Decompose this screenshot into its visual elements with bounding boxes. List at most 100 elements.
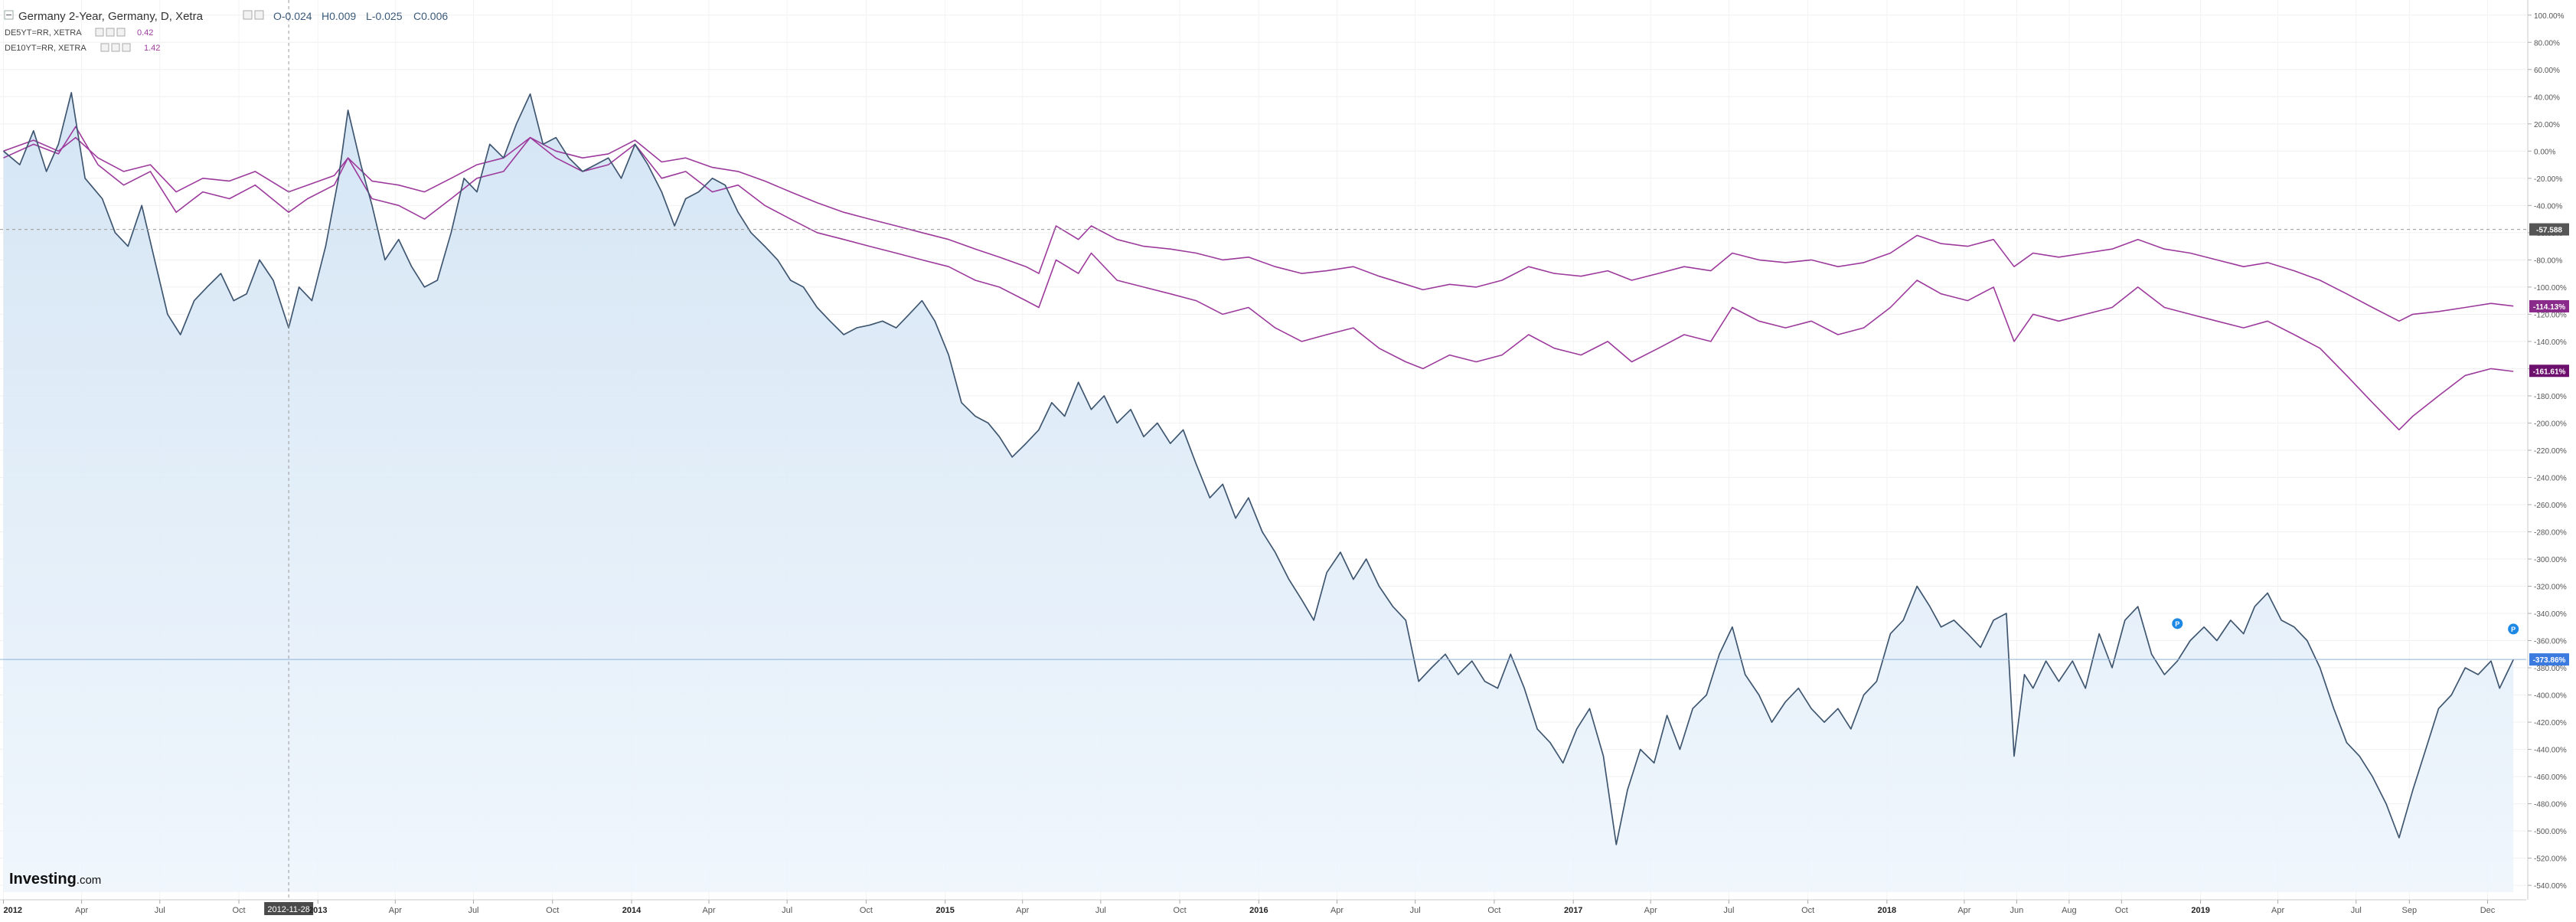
price-tick-label: -520.00% [2534,855,2567,864]
time-tick-label: Oct [1487,906,1500,915]
time-tick-label: Jul [1723,906,1734,915]
crosshair-price-label-text: -57.588 [2536,227,2562,235]
event-marker[interactable] [2508,623,2519,635]
time-tick-label: Oct [1801,906,1814,915]
germany-2y-area-fill [3,93,2514,892]
event-marker-glyph: P [2175,620,2179,628]
logo-wordmark: Investing [9,871,77,888]
time-axis[interactable]: 2012 Apr Jul Oct 2013 Apr Jul Oct 2014 Apr Jul Oct 2… [0,899,2526,915]
series-area: PP [2,92,2519,892]
price-tick-label: -300.00% [2534,556,2567,564]
chart-title: Germany 2-Year, Germany, D, Xetra [18,10,204,23]
ohlc-open: O-0.024 [273,10,312,22]
time-tick-label: Jul [782,906,792,915]
overlay-10y-remove-icon[interactable] [122,43,131,52]
time-tick-label: 2014 [622,906,642,915]
time-tick-label: Apr [702,906,715,915]
price-tick-label: -400.00% [2534,692,2567,701]
de10y-series-line [3,136,2514,322]
time-tick-label: Oct [860,906,873,915]
crosshair-date-label: 2012-11-28 [267,905,309,914]
price-tick-label: -340.00% [2534,610,2567,619]
price-tick-label: 100.00% [2534,12,2565,21]
time-tick-label: 2015 [935,906,954,915]
series-10y-price-label-box [2529,365,2569,378]
time-tick-label: 2019 [2191,906,2209,915]
price-tick-label: -420.00% [2534,719,2567,727]
price-tick-label: -240.00% [2534,474,2567,482]
price-tick-label: 20.00% [2534,121,2560,129]
time-tick-label: Apr [75,906,88,915]
price-tick-label: 80.00% [2534,39,2560,47]
ohlc-low: L-0.025 [366,10,403,22]
time-tick-label: Apr [2271,906,2284,915]
overlay-10y-value: 1.42 [144,44,160,53]
time-tick-label: Apr [1644,906,1657,915]
price-tick-label: -100.00% [2534,284,2567,293]
overlay-10y-settings-icon[interactable] [100,43,109,52]
event-marker[interactable] [2172,618,2183,629]
price-tick-label: -20.00% [2534,175,2562,184]
time-tick-label: Jul [2351,906,2362,915]
price-tick-label: -320.00% [2534,583,2567,591]
time-tick-label: 2017 [1564,906,1582,915]
germany-2y-series-line [2,92,2514,845]
time-tick-label: Jul [155,906,165,915]
time-tick-label: Oct [546,906,559,915]
ohlc-high: H0.009 [322,10,356,22]
price-tick-label: -180.00% [2534,393,2567,401]
event-marker-glyph: P [2511,626,2516,633]
time-tick-label: Aug [2062,906,2077,915]
price-tick-label: -140.00% [2534,338,2567,347]
price-tick-label: -80.00% [2534,257,2562,265]
price-tick-label: -480.00% [2534,801,2567,809]
time-tick-label: Apr [1957,906,1970,915]
overlay-5y-remove-icon[interactable] [116,28,126,37]
price-tick-label: -540.00% [2534,882,2567,891]
overlay-5y-value: 0.42 [137,28,153,38]
time-tick-label: Dec [2480,906,2496,915]
price-tick-label: -40.00% [2534,202,2562,211]
settings-icon[interactable] [243,10,253,20]
visibility-icon[interactable] [254,10,264,20]
price-tick-label: -360.00% [2534,638,2567,646]
main-price-label-box [2529,653,2569,666]
crosshair-date-box [264,902,314,915]
time-tick-label: Apr [389,906,402,915]
time-tick-label: 2016 [1249,906,1268,915]
series-5y-price-label-box [2529,299,2569,312]
logo-suffix: .com [77,874,102,887]
time-tick-label: Jul [1095,906,1106,915]
time-tick-label: 2013 [309,906,327,915]
overlay-10y-name: DE10YT=RR, XETRA [5,44,87,53]
overlay-5y-visibility-icon[interactable] [106,28,115,37]
crosshair-price-label-box [2529,223,2569,236]
price-tick-label: 40.00% [2534,93,2560,102]
price-tick-label: -440.00% [2534,747,2567,755]
ohlc-close: C0.006 [413,10,448,22]
crosshair: 2012-11-28 [0,0,2526,915]
de5y-series-line [3,126,2514,431]
overlay-10y-visibility-icon[interactable] [111,43,120,52]
time-tick-label: Oct [232,906,245,915]
price-labels: -57.588 -114.13% -161.61% -373.86% [0,223,2569,666]
time-tick-label: Jun [2010,906,2024,915]
price-tick-label: -120.00% [2534,311,2567,319]
logo-text: Investing.com [9,871,101,888]
time-tick-label: Oct [2115,906,2128,915]
time-tick-label: 2018 [1878,906,1896,915]
time-tick-label: Jul [468,906,478,915]
time-tick-label: Oct [1174,906,1187,915]
price-tick-label: 0.00% [2534,148,2555,156]
time-tick-label: Jul [1410,906,1421,915]
time-tick-label: Sep [2402,906,2418,915]
overlay-5y-settings-icon[interactable] [95,28,104,37]
price-tick-label: -220.00% [2534,447,2567,456]
title-settings-icons [243,10,264,20]
time-tick-label: 2012 [3,906,21,915]
price-tick-label: -380.00% [2534,665,2567,673]
price-tick-label: -200.00% [2534,420,2567,428]
time-tick-label: Apr [1330,906,1344,915]
